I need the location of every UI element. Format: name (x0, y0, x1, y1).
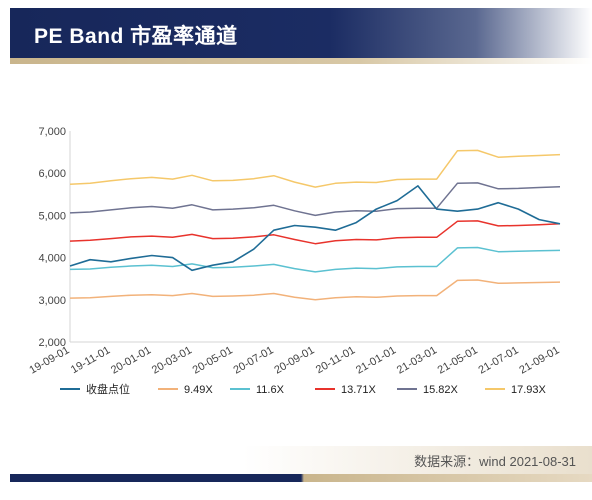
legend-label: 9.49X (184, 384, 213, 396)
series-line-close (69, 185, 561, 272)
x-tick-label: 20-09-01 (272, 344, 316, 376)
x-tick-label: 20-05-01 (191, 344, 235, 376)
x-tick-label: 20-07-01 (232, 344, 276, 376)
x-tick-label: 21-03-01 (395, 344, 439, 376)
footer-bar (10, 474, 592, 482)
legend-label: 15.82X (423, 384, 459, 396)
page-title: PE Band 市盈率通道 (34, 25, 238, 48)
legend-label: 17.93X (511, 384, 547, 396)
y-tick-label: 5,000 (38, 210, 66, 222)
legend-label: 收盘点位 (86, 382, 130, 396)
y-tick-label: 7,000 (38, 126, 66, 138)
legend-label: 11.6X (256, 384, 285, 396)
x-tick-label: 20-01-01 (109, 344, 153, 376)
x-tick-label: 21-01-01 (354, 344, 398, 376)
series-line-17-93x (69, 149, 561, 188)
legend: 收盘点位 9.49X 11.6X 13.71X 15.82X 17.93X (60, 382, 547, 396)
x-tick-label: 21-05-01 (436, 344, 480, 376)
x-tick-label: 19-09-01 (27, 344, 71, 376)
series-line-11-6x (69, 246, 561, 273)
x-tick-label: 20-03-01 (150, 344, 194, 376)
x-tick-label: 21-09-01 (517, 344, 561, 376)
x-tick-label: 19-11-01 (69, 344, 112, 376)
y-tick-label: 4,000 (38, 253, 66, 265)
footer-band (10, 446, 592, 474)
x-tick-label: 21-07-01 (477, 344, 521, 376)
x-tick-label: 20-11-01 (314, 344, 357, 376)
y-tick-label: 6,000 (38, 168, 66, 180)
x-axis: 19-09-0119-11-0120-01-0120-03-0120-05-01… (27, 341, 562, 377)
series-layer (69, 149, 561, 301)
legend-label: 13.71X (341, 384, 377, 396)
y-axis: 7,000 6,000 5,000 4,000 3,000 2,000 (38, 126, 71, 349)
data-source-note: 数据来源：wind 2021-08-31 (414, 454, 576, 469)
series-line-13-71x (69, 220, 561, 245)
series-line-9-49x (69, 279, 561, 301)
y-tick-label: 3,000 (38, 295, 66, 307)
header-underline (10, 58, 592, 64)
header-bar (10, 8, 592, 58)
series-line-15-82x (69, 182, 561, 217)
y-tick-label: 2,000 (38, 337, 66, 349)
